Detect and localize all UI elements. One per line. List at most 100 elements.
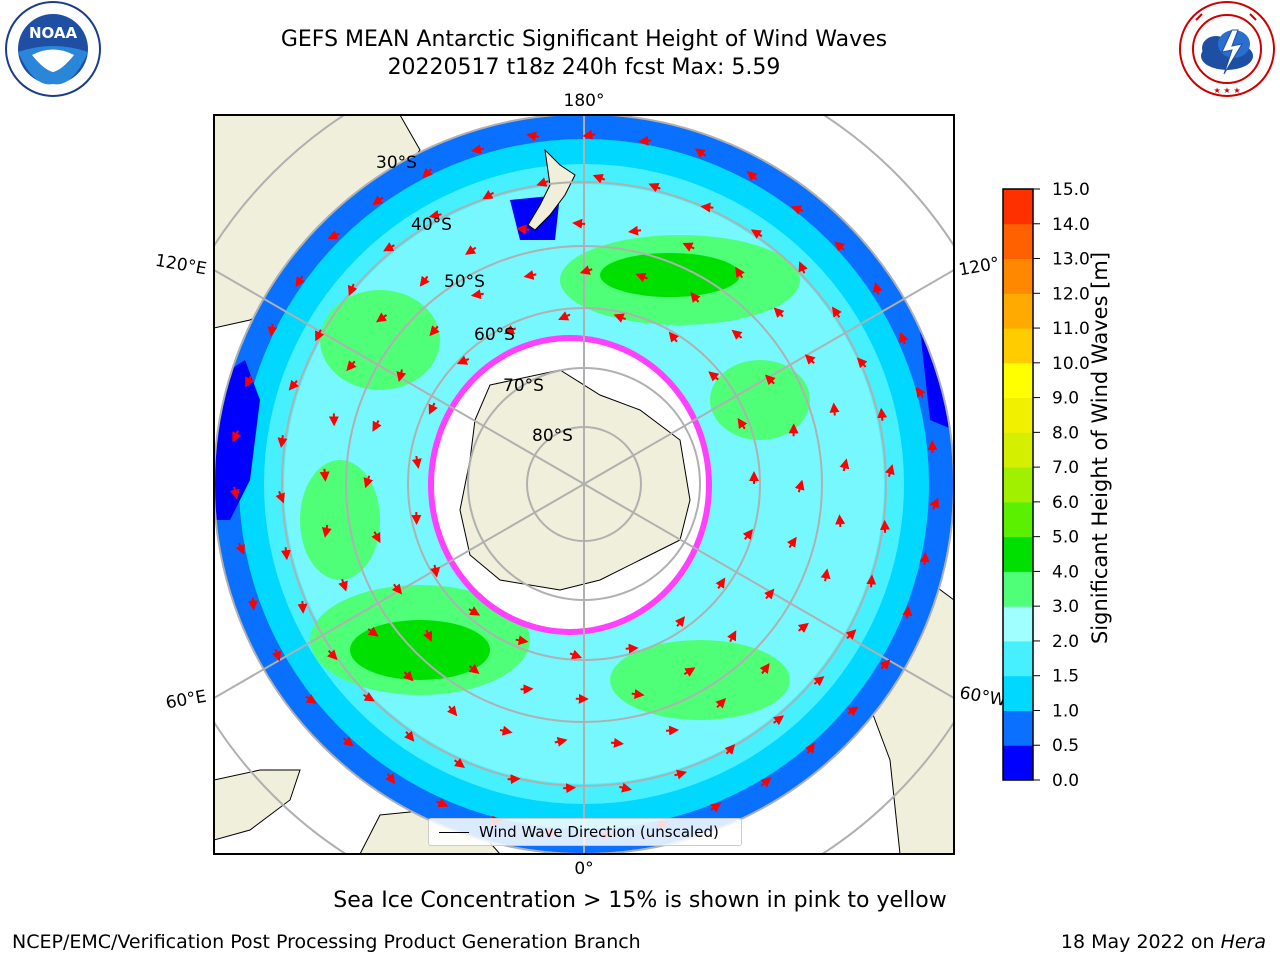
wind-wave-arrow <box>363 692 375 702</box>
wind-wave-arrow <box>831 306 842 318</box>
map-legend: Wind Wave Direction (unscaled) <box>428 818 742 846</box>
wind-wave-arrow <box>288 379 299 391</box>
wind-wave-arrow <box>271 648 282 662</box>
wind-wave-arrow <box>877 407 888 421</box>
wind-wave-arrow <box>456 355 470 365</box>
wind-wave-arrow <box>610 737 624 748</box>
wind-wave-arrow <box>665 725 679 736</box>
colorbar-tick-label: 1.5 <box>1052 667 1079 687</box>
lon-label-120e: 120°E <box>154 251 208 280</box>
wind-wave-arrow <box>447 705 458 717</box>
wind-wave-arrow <box>682 242 695 252</box>
wind-wave-arrow <box>915 386 926 398</box>
wind-wave-arrow <box>683 667 696 677</box>
wind-wave-arrow <box>346 360 357 372</box>
wind-wave-arrow <box>668 331 679 343</box>
colorbar-segment <box>1003 189 1033 225</box>
colorbar-segment <box>1003 536 1033 572</box>
wind-wave-arrow <box>404 730 415 742</box>
wind-wave-arrow <box>572 218 586 229</box>
wind-wave-arrow <box>694 148 706 159</box>
colorbar-tick-label: 8.0 <box>1052 423 1079 443</box>
wind-wave-arrow <box>275 490 285 504</box>
wind-wave-arrow <box>579 265 593 275</box>
wind-wave-arrow <box>436 798 449 808</box>
colorbar-segment <box>1003 571 1033 607</box>
colorbar-segment <box>1003 675 1033 711</box>
lon-label-120w: 120° <box>957 254 1001 281</box>
wind-wave-arrow <box>383 242 395 252</box>
wind-wave-arrow <box>363 475 374 489</box>
footer-machine: Hera <box>1220 931 1266 953</box>
colorbar-tick-label: 5.0 <box>1052 528 1079 548</box>
wind-wave-arrow <box>735 266 745 279</box>
lat-label-30s: 30°S <box>376 153 417 173</box>
footer-credit: NCEP/EMC/Verification Post Processing Pr… <box>12 931 641 953</box>
wind-wave-arrow <box>724 744 736 755</box>
wind-wave-arrow <box>919 552 930 565</box>
colorbar-segment <box>1003 501 1033 538</box>
wind-wave-arrow <box>750 229 763 239</box>
wind-wave-arrow <box>804 354 816 365</box>
svg-text:★ ★ ★: ★ ★ ★ <box>1213 86 1240 95</box>
colorbar-tick-label: 7.0 <box>1052 458 1079 478</box>
wind-wave-arrow <box>674 769 688 780</box>
map-title: GEFS MEAN Antarctic Significant Height o… <box>280 27 888 52</box>
lon-label-60w: 60°W <box>958 683 1008 711</box>
wind-wave-arrow <box>347 283 358 297</box>
wind-wave-arrow <box>419 275 430 287</box>
wind-wave-arrow <box>430 564 440 578</box>
colorbar-tick-label: 1.0 <box>1052 701 1079 721</box>
colorbar-segment <box>1003 293 1033 329</box>
wind-wave-arrow <box>839 458 850 472</box>
wind-wave-arrow <box>267 323 278 337</box>
wind-wave-arrow <box>321 524 332 538</box>
wind-wave-arrow <box>504 325 517 335</box>
wind-wave-arrow <box>764 588 775 600</box>
wind-wave-arrow <box>516 224 530 235</box>
lon-label-180: 180° <box>564 91 605 111</box>
wind-wave-arrow <box>715 697 727 709</box>
lat-label-40s: 40°S <box>411 215 452 235</box>
lat-label-70s: 70°S <box>503 376 544 396</box>
wind-wave-arrow <box>342 736 354 747</box>
colorbar-segment <box>1003 432 1033 468</box>
wind-wave-arrow <box>245 375 255 388</box>
legend-line-swatch <box>439 831 469 833</box>
wind-wave-arrow <box>319 468 330 482</box>
wind-wave-arrow <box>526 131 540 142</box>
wind-wave-arrow <box>797 622 809 633</box>
wind-wave-arrow <box>820 568 831 582</box>
wind-wave-arrow <box>327 230 340 240</box>
wind-wave-arrow <box>396 369 407 383</box>
wind-wave-arrow <box>742 529 753 540</box>
wind-wave-arrow <box>305 694 317 704</box>
land-new-zealand <box>527 148 576 231</box>
wind-wave-arrow <box>737 417 748 430</box>
wind-wave-arrow <box>835 514 846 528</box>
wind-wave-arrow <box>710 802 722 813</box>
colorbar-tick-label: 14.0 <box>1052 215 1090 235</box>
wind-wave-arrow <box>805 742 815 754</box>
colorbar-segment <box>1003 362 1033 399</box>
colorbar-tick-label: 13.0 <box>1052 250 1090 270</box>
wind-wave-arrow <box>338 578 348 592</box>
wind-wave-arrow <box>515 635 529 646</box>
wind-wave-arrow <box>856 357 868 369</box>
wind-wave-arrow <box>391 583 403 595</box>
wind-wave-arrow <box>372 420 382 432</box>
land-africa <box>214 769 301 841</box>
wind-wave-arrow <box>297 600 308 614</box>
wind-wave-arrow <box>592 173 606 184</box>
lat-label-60s: 60°S <box>474 325 515 345</box>
wind-wave-arrow <box>558 311 571 321</box>
nws-logo: ★ ★ ★ <box>1179 1 1275 97</box>
colorbar-tick-label: 12.0 <box>1052 284 1090 304</box>
colorbar-tick-label: 15.0 <box>1052 180 1090 200</box>
wind-wave-arrow <box>371 531 381 544</box>
wind-wave-arrow <box>879 659 891 670</box>
wind-wave-arrow <box>315 329 325 342</box>
colorbar-tick-label: 3.0 <box>1052 597 1079 617</box>
wind-wave-arrow <box>899 332 909 345</box>
wind-wave-arrow <box>674 616 686 628</box>
